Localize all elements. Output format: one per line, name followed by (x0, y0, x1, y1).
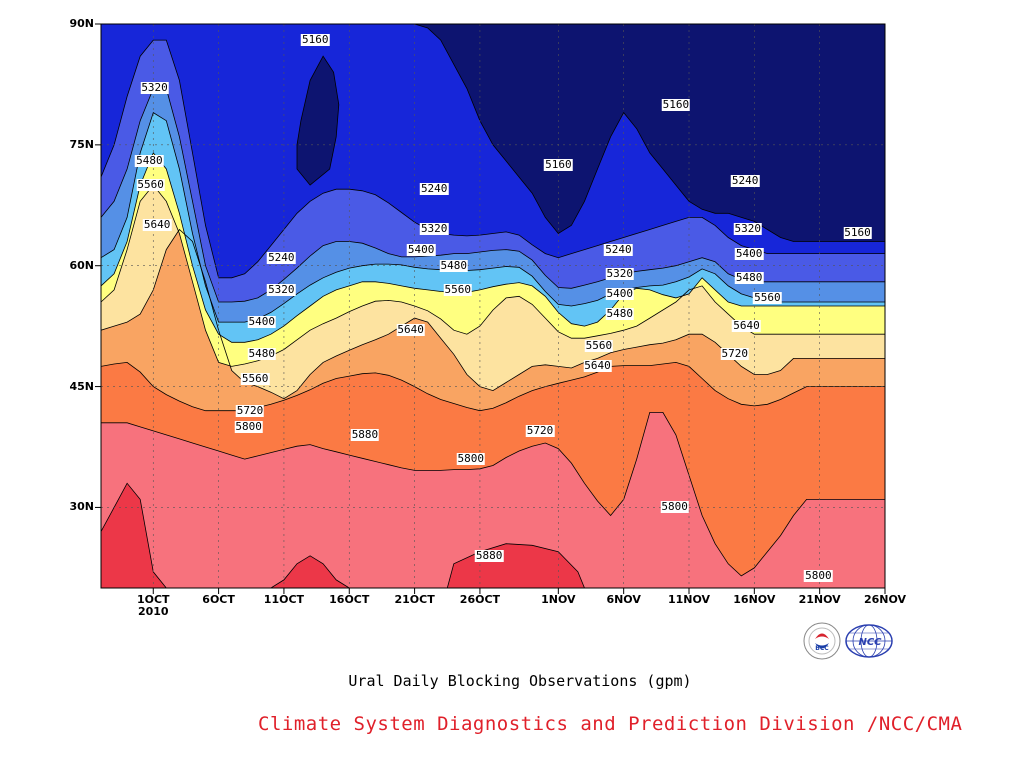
contour-label: 5800 (804, 568, 833, 582)
x-tick-label: 1OCT 2010 (136, 593, 170, 618)
x-tick-label: 11OCT (263, 593, 305, 606)
y-tick-label: 90N (69, 17, 94, 30)
x-tick-label: 16OCT (329, 593, 370, 606)
contour-label: 5160 (301, 33, 330, 47)
contour-label: 5320 (605, 266, 634, 280)
contour-label: 5640 (732, 319, 761, 333)
contour-label: 5800 (660, 500, 689, 514)
contour-label: 5320 (419, 222, 449, 236)
bcc-logo: BCC (803, 622, 841, 660)
x-tick-label: 16NOV (733, 593, 776, 606)
y-tick-label: 45N (69, 379, 94, 393)
contour-label: 5240 (604, 242, 633, 256)
x-tick-label: 26NOV (863, 593, 907, 606)
y-tick-label: 30N (69, 500, 94, 514)
x-tick-label: 6NOV (606, 593, 641, 606)
contour-label: 5560 (240, 371, 270, 385)
contour-label: 5880 (474, 548, 504, 562)
contour-label: 5480 (247, 347, 276, 361)
contour-label: 5160 (661, 97, 691, 111)
contour-fills (101, 24, 885, 588)
x-tick-label: 1NOV (541, 593, 576, 606)
x-tick-label: 11NOV (667, 593, 711, 606)
contour-label: 5320 (140, 81, 169, 95)
contour-label: 5480 (439, 258, 469, 272)
contour-label: 5240 (267, 250, 296, 264)
contour-line-5560 (101, 184, 885, 367)
contour-label: 5400 (406, 242, 436, 256)
chart-title: Ural Daily Blocking Observations (gpm) (348, 672, 692, 690)
contour-label: 5400 (605, 286, 634, 300)
contour-label: 5560 (443, 282, 472, 296)
credit-line: Climate System Diagnostics and Predictio… (258, 713, 963, 735)
contour-label: 5480 (605, 307, 634, 321)
contour-label: 5480 (734, 270, 764, 284)
x-tick-label: 26OCT (459, 593, 501, 606)
contour-label: 5160 (544, 158, 573, 171)
x-tick-label: 6OCT (202, 593, 235, 606)
contour-label: 5560 (753, 290, 782, 304)
contour-label: 5560 (136, 178, 165, 192)
contour-label: 5800 (234, 419, 263, 433)
contour-line-5800 (101, 412, 885, 577)
contour-label: 5240 (419, 182, 449, 196)
contour-line-5720 (101, 361, 885, 412)
contour-label: 5560 (584, 339, 614, 353)
contour-label: 5640 (396, 323, 425, 337)
contour-label: 5480 (135, 153, 164, 167)
svg-text:BCC: BCC (815, 645, 829, 652)
ncc-logo: NCC (845, 624, 893, 658)
contour-label: 5720 (235, 403, 265, 417)
5160-trough-16OCT (296, 55, 340, 186)
contour-label: 5640 (583, 359, 612, 373)
y-tick-label: 60N (69, 258, 94, 272)
contour-label: 5720 (525, 423, 555, 437)
contour-label: 5800 (456, 452, 486, 466)
plot-frame (100, 23, 886, 589)
y-tick-label: 75N (69, 137, 94, 151)
x-tick-label: 21OCT (394, 593, 435, 606)
contour-line-5640 (101, 228, 885, 400)
contour-label: 5320 (267, 282, 296, 296)
contour-label: 5880 (350, 427, 380, 441)
contour-label: 5240 (730, 174, 760, 188)
contour-label: 5320 (733, 222, 763, 236)
contour-label: 5160 (843, 226, 872, 240)
contour-label: 5400 (734, 246, 764, 260)
svg-text:NCC: NCC (858, 637, 882, 648)
contour-label: 5640 (142, 218, 172, 232)
contour-label: 5720 (720, 347, 749, 361)
contour-label: 5400 (247, 315, 276, 329)
x-tick-label: 21NOV (798, 593, 841, 606)
x-tick-year-label: 2010 (137, 605, 169, 618)
